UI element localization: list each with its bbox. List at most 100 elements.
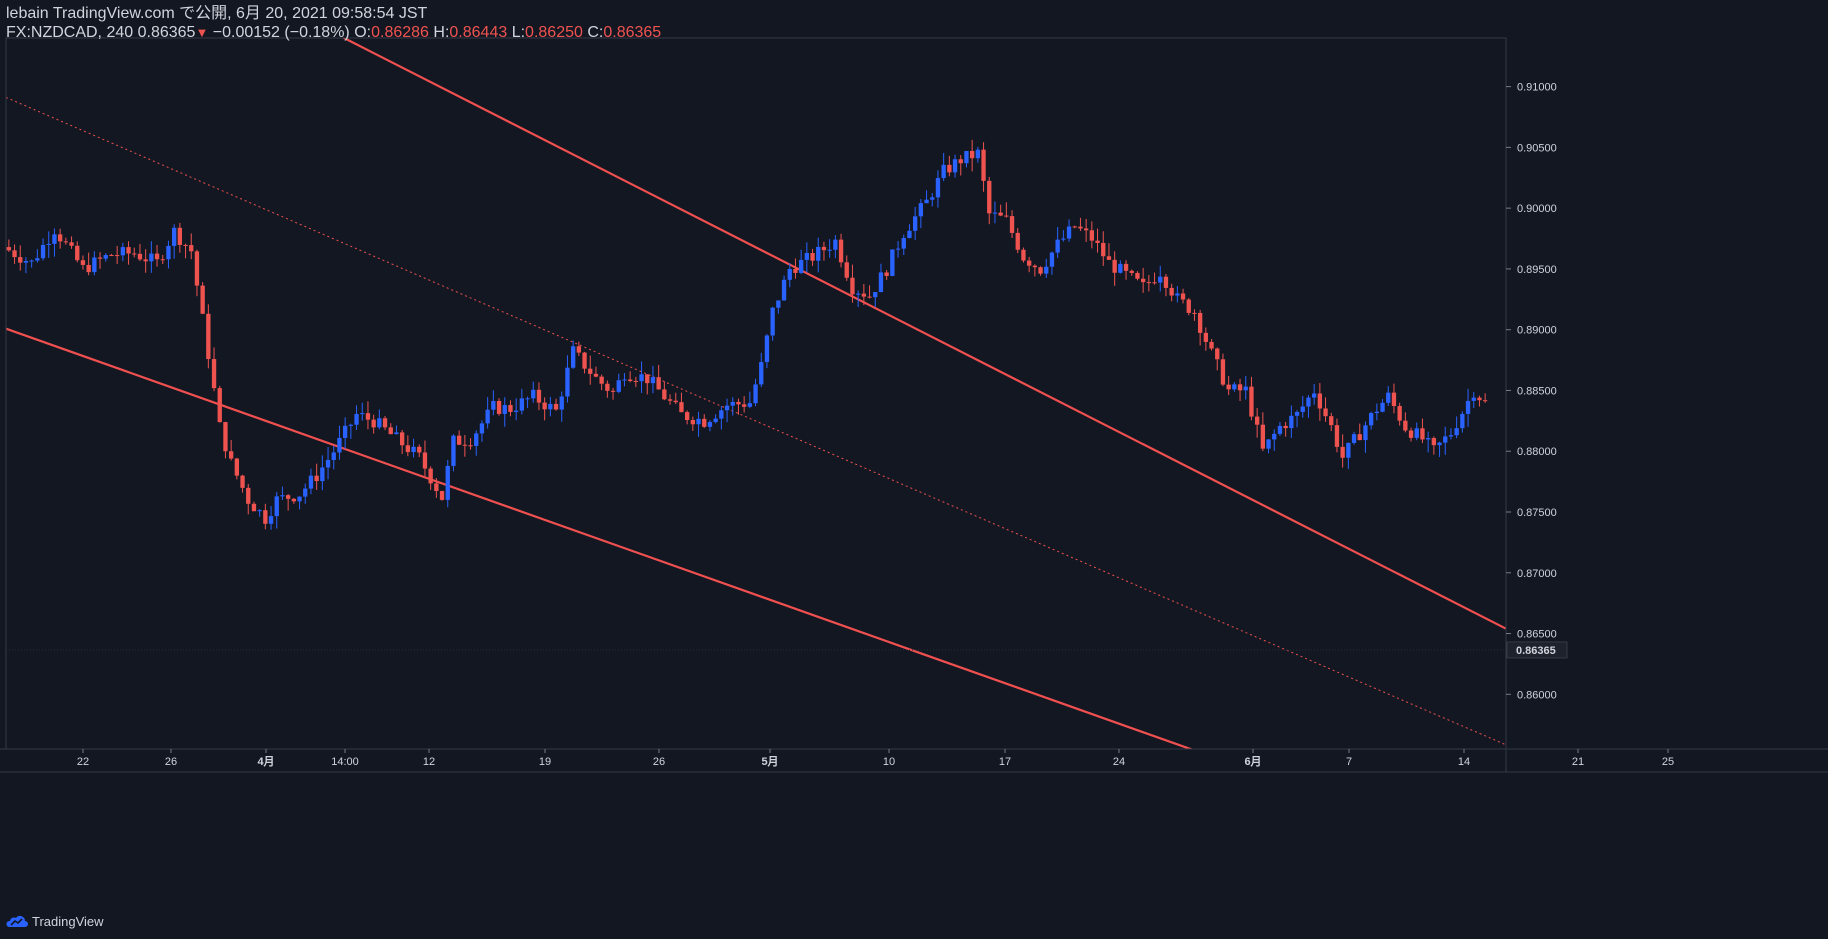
candle: [1203, 327, 1209, 351]
candle: [1123, 260, 1129, 280]
candle-body: [947, 164, 952, 173]
channel-lower-line[interactable]: [6, 327, 1506, 861]
candle-body: [183, 244, 188, 246]
candle-body: [1249, 386, 1254, 417]
candle: [513, 398, 519, 421]
candle-body: [1135, 272, 1140, 279]
x-tick-label: 12: [423, 756, 435, 768]
candle: [1066, 219, 1072, 242]
candle: [456, 430, 462, 446]
candle-body: [673, 400, 678, 403]
candle-body: [878, 272, 884, 293]
candle: [582, 351, 587, 374]
candle-body: [1158, 276, 1163, 283]
candle-body: [211, 359, 217, 389]
candle: [1289, 405, 1294, 438]
candle: [80, 255, 86, 270]
candle-body: [411, 446, 416, 453]
candle: [6, 239, 12, 252]
candle: [736, 398, 741, 415]
open-label: O:: [354, 24, 372, 41]
candle: [662, 381, 667, 401]
candle: [46, 231, 51, 258]
candle: [930, 192, 935, 207]
candle: [1311, 384, 1317, 405]
candle: [884, 270, 889, 280]
candle: [536, 382, 542, 411]
candle-body: [667, 399, 673, 401]
candle: [907, 224, 912, 239]
candle: [627, 371, 633, 383]
candle: [228, 439, 234, 461]
candle: [1055, 226, 1060, 258]
candle: [285, 494, 291, 511]
candle-body: [616, 380, 621, 392]
candle-body: [46, 243, 51, 245]
candle-body: [684, 412, 690, 421]
candle-body: [12, 250, 17, 258]
candle-body: [1072, 226, 1077, 228]
candle: [593, 366, 599, 378]
candle: [1482, 393, 1488, 403]
candle: [719, 406, 724, 430]
candle: [941, 152, 946, 182]
candle: [1112, 251, 1117, 286]
candle-body: [679, 402, 684, 413]
candle-body: [890, 249, 895, 276]
candle-body: [975, 149, 981, 159]
candle: [251, 501, 257, 512]
candle: [1334, 418, 1340, 453]
candle: [1135, 271, 1140, 281]
candle-body: [1243, 386, 1248, 391]
candle: [753, 378, 758, 407]
tradingview-logo[interactable]: TradingView: [6, 914, 104, 929]
candle: [1226, 376, 1231, 396]
candle-body: [451, 435, 456, 466]
publish-info: lebain TradingView.com で公開, 6月 20, 2021 …: [6, 5, 428, 22]
candle: [1306, 395, 1311, 418]
candle: [485, 397, 490, 429]
candle-body: [798, 259, 804, 273]
candle: [474, 430, 479, 456]
candle: [428, 466, 433, 490]
candle: [331, 445, 336, 470]
candle: [764, 334, 770, 369]
x-tick-label: 4月: [257, 755, 274, 768]
candle-body: [542, 402, 547, 410]
candle-body: [1169, 287, 1174, 296]
candle-body: [1209, 341, 1214, 349]
candle: [1317, 383, 1323, 421]
x-tick-label: 26: [653, 756, 665, 768]
candle-body: [1460, 413, 1465, 429]
candle: [679, 392, 684, 413]
candle-body: [257, 510, 262, 512]
candle: [234, 457, 240, 480]
candle: [616, 373, 621, 394]
candle-body: [884, 272, 889, 276]
channel-upper-line[interactable]: [6, 0, 1506, 630]
channel-middle-line[interactable]: [6, 96, 1506, 746]
candle: [1380, 399, 1385, 413]
x-tick-label: 10: [883, 756, 895, 768]
candle: [844, 255, 849, 281]
y-tick-label: 0.86000: [1517, 689, 1557, 701]
candle-body: [753, 384, 758, 404]
candle-body: [1123, 263, 1129, 271]
candle-body: [132, 253, 137, 255]
y-tick-label: 0.88000: [1517, 446, 1557, 458]
candle: [947, 155, 952, 177]
candle: [645, 374, 650, 395]
candle: [137, 243, 143, 262]
candle: [1146, 274, 1152, 292]
symbol-label[interactable]: FX:NZDCAD, 240: [6, 24, 134, 41]
candle-body: [1095, 240, 1100, 243]
candle-body: [1482, 400, 1488, 402]
candle-body: [844, 262, 849, 278]
candle: [650, 365, 656, 394]
candle: [1471, 392, 1476, 409]
candle-body: [154, 253, 160, 260]
candle-body: [1443, 436, 1448, 443]
candle-body: [713, 418, 718, 423]
candle: [713, 414, 718, 424]
